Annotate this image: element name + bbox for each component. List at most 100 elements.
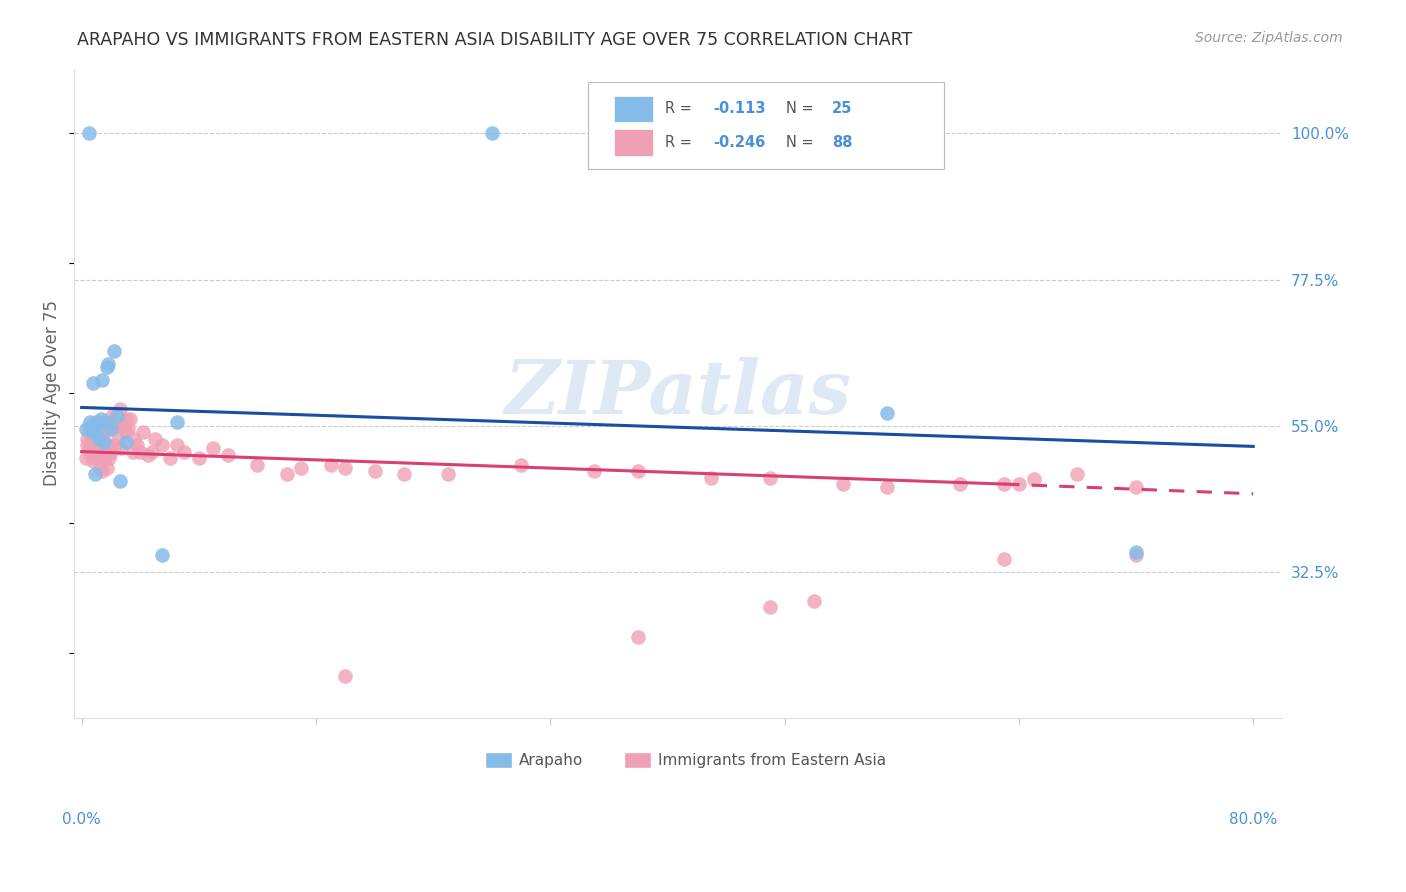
Point — [166, 438, 188, 452]
Point — [759, 600, 782, 615]
Text: 80.0%: 80.0% — [1229, 812, 1278, 827]
Point — [1022, 472, 1045, 486]
Point — [94, 451, 117, 466]
Text: Immigrants from Eastern Asia: Immigrants from Eastern Asia — [658, 753, 886, 767]
Point — [77, 444, 100, 458]
Point — [79, 416, 101, 430]
Point — [83, 467, 105, 482]
Point — [82, 432, 104, 446]
Point — [82, 376, 104, 391]
Point — [481, 127, 503, 141]
Point — [80, 425, 103, 439]
Point — [100, 444, 122, 458]
Point — [124, 432, 146, 446]
Text: Source: ZipAtlas.com: Source: ZipAtlas.com — [1195, 31, 1343, 45]
Point — [111, 418, 134, 433]
Point — [1008, 477, 1031, 491]
Point — [97, 418, 120, 433]
Point — [94, 438, 117, 452]
Point — [90, 438, 112, 452]
Point — [246, 458, 269, 472]
Text: N =: N = — [786, 102, 818, 116]
Point — [319, 458, 342, 472]
Point — [1125, 480, 1147, 494]
Bar — [614, 95, 652, 122]
Point — [1125, 549, 1147, 563]
Point — [96, 360, 118, 375]
Point — [80, 438, 103, 452]
Point — [76, 438, 98, 452]
Point — [83, 451, 105, 466]
Point — [105, 409, 128, 423]
Point — [89, 444, 111, 458]
Point — [876, 406, 898, 420]
Point — [77, 127, 100, 141]
Point — [759, 470, 782, 484]
Text: ZIPatlas: ZIPatlas — [505, 357, 852, 429]
Text: R =: R = — [665, 135, 696, 150]
Point — [335, 460, 357, 475]
Point — [114, 425, 136, 439]
Point — [89, 432, 111, 446]
Point — [949, 477, 972, 491]
Point — [76, 432, 98, 446]
Point — [141, 444, 163, 458]
Point — [627, 464, 650, 478]
Point — [91, 373, 114, 387]
Point — [166, 416, 188, 430]
Point — [114, 412, 136, 426]
Point — [132, 425, 155, 439]
Point — [84, 422, 107, 436]
Point — [84, 438, 107, 452]
Text: Arapaho: Arapaho — [519, 753, 583, 767]
Y-axis label: Disability Age Over 75: Disability Age Over 75 — [44, 301, 60, 486]
Point — [290, 460, 312, 475]
Point — [107, 432, 129, 446]
Point — [79, 418, 101, 433]
Point — [100, 422, 122, 436]
Point — [993, 477, 1015, 491]
Point — [1066, 467, 1088, 482]
Point — [87, 448, 110, 462]
Point — [97, 357, 120, 371]
Text: R =: R = — [665, 102, 696, 116]
Text: N =: N = — [786, 135, 818, 150]
Point — [187, 451, 209, 466]
Point — [97, 438, 120, 452]
Point — [82, 454, 104, 468]
Point — [89, 416, 111, 430]
Text: 0.0%: 0.0% — [62, 812, 101, 827]
Point — [114, 434, 136, 449]
Point — [98, 422, 121, 436]
Point — [84, 432, 107, 446]
Point — [93, 434, 115, 449]
Point — [83, 438, 105, 452]
Bar — [614, 129, 652, 155]
Point — [77, 425, 100, 439]
Bar — [624, 752, 651, 768]
FancyBboxPatch shape — [588, 81, 945, 169]
Point — [832, 477, 855, 491]
Point — [803, 594, 825, 608]
Point — [87, 434, 110, 449]
Point — [118, 412, 141, 426]
Bar — [485, 752, 512, 768]
Point — [108, 402, 131, 417]
Point — [122, 444, 145, 458]
Point — [700, 470, 723, 484]
Text: ARAPAHO VS IMMIGRANTS FROM EASTERN ASIA DISABILITY AGE OVER 75 CORRELATION CHART: ARAPAHO VS IMMIGRANTS FROM EASTERN ASIA … — [77, 31, 912, 49]
Text: -0.246: -0.246 — [713, 135, 766, 150]
Point — [90, 460, 112, 475]
Point — [143, 432, 166, 446]
Point — [217, 448, 239, 462]
Point — [84, 416, 107, 430]
Point — [129, 444, 152, 458]
Point — [993, 551, 1015, 566]
Point — [436, 467, 458, 482]
Point — [80, 422, 103, 436]
Point — [101, 409, 124, 423]
Point — [103, 343, 125, 358]
Point — [876, 480, 898, 494]
Point — [79, 442, 101, 456]
Point — [75, 422, 97, 436]
